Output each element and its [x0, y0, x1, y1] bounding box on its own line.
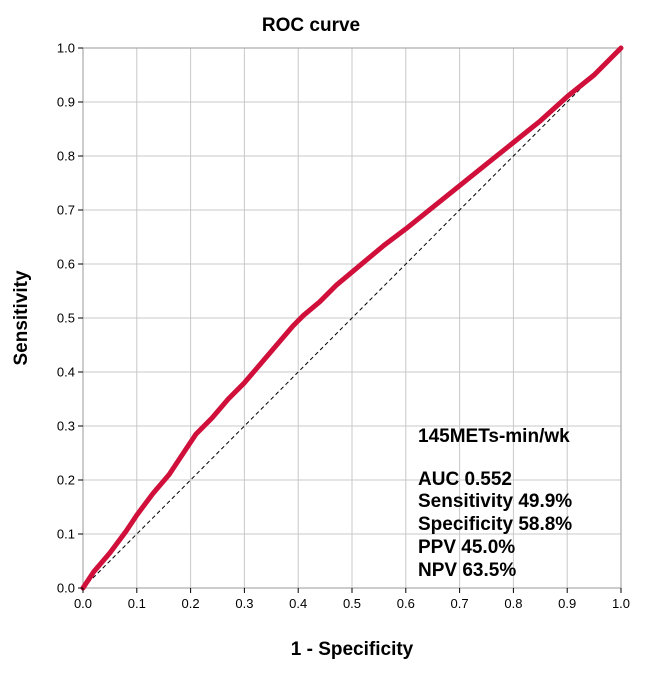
- annotation-npv: NPV 63.5%: [418, 560, 516, 581]
- x-tick-label: 0.3: [235, 596, 253, 611]
- x-tick-label: 0.5: [343, 596, 361, 611]
- x-tick-label: 0.4: [289, 596, 307, 611]
- y-tick-label: 1.0: [57, 41, 75, 56]
- x-tick-label: 0.7: [451, 596, 469, 611]
- y-axis-label: Sensitivity: [11, 270, 32, 365]
- x-axis-label: 1 - Specificity: [291, 639, 414, 660]
- x-tick-label: 1.0: [612, 596, 630, 611]
- x-tick-labels: 0.0 0.1 0.2 0.3 0.4 0.5 0.6 0.7 0.8 0.9 1.0: [74, 588, 630, 611]
- x-tick-label: 0.1: [128, 596, 146, 611]
- y-tick-labels: 0.0 0.1 0.2 0.3 0.4 0.5 0.6 0.7 0.8 0.9 1.0: [57, 41, 83, 596]
- annotation-box: 145METs-min/wk AUC 0.552 Sensitivity 49.…: [418, 426, 572, 581]
- x-tick-label: 0.9: [558, 596, 576, 611]
- annotation-threshold: 145METs-min/wk: [418, 426, 570, 447]
- x-tick-label: 0.2: [182, 596, 200, 611]
- reference-line: [82, 47, 622, 589]
- annotation-specificity: Specificity 58.8%: [418, 514, 572, 535]
- chart-title: ROC curve: [262, 15, 360, 36]
- y-tick-label: 0.8: [57, 149, 75, 164]
- y-tick-label: 0.9: [57, 95, 75, 110]
- y-tick-label: 0.2: [57, 473, 75, 488]
- y-tick-label: 0.1: [57, 527, 75, 542]
- y-tick-label: 0.0: [57, 581, 75, 596]
- roc-curve-line: [80, 45, 624, 591]
- y-tick-label: 0.6: [57, 257, 75, 272]
- x-tick-label: 0.6: [397, 596, 415, 611]
- y-tick-label: 0.5: [57, 311, 75, 326]
- annotation-auc: AUC 0.552: [418, 469, 512, 490]
- x-tick-label: 0.0: [74, 596, 92, 611]
- y-tick-label: 0.4: [57, 365, 75, 380]
- y-tick-label: 0.3: [57, 419, 75, 434]
- y-tick-label: 0.7: [57, 203, 75, 218]
- annotation-sensitivity: Sensitivity 49.9%: [418, 491, 572, 512]
- annotation-ppv: PPV 45.0%: [418, 537, 515, 558]
- x-tick-label: 0.8: [504, 596, 522, 611]
